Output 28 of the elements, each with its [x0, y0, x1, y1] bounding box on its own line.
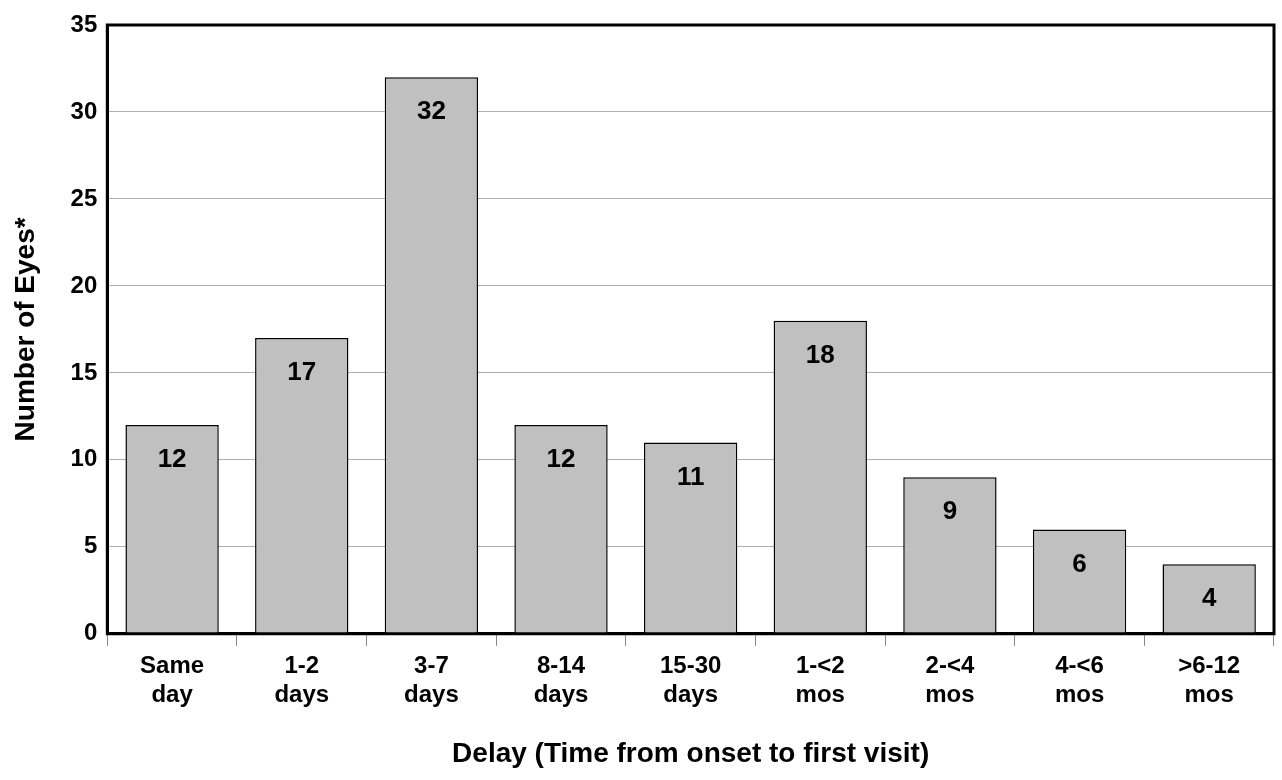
x-tick-label: 15-30 days: [659, 650, 722, 707]
y-tick-label: 15: [70, 357, 98, 385]
y-tick-label: 20: [70, 270, 98, 298]
data-label: 32: [416, 95, 446, 126]
y-tick-label: 30: [70, 96, 98, 124]
x-tick-label: 3-7 days: [404, 650, 459, 707]
data-label: 17: [287, 356, 317, 387]
x-tick-label: 4-<6 mos: [1054, 650, 1105, 707]
data-label: 12: [157, 443, 187, 474]
y-tick-label: 25: [70, 183, 98, 211]
x-tick-label: 1-<2 mos: [795, 650, 845, 707]
y-tick-label: 0: [83, 618, 98, 646]
x-tick-label: 1-2 days: [274, 650, 330, 707]
data-label: 9: [942, 495, 958, 526]
x-tick-label: >6-12 mos: [1178, 650, 1241, 707]
y-tick-label: 10: [70, 444, 98, 472]
y-tick-label: 5: [83, 531, 98, 559]
data-label: 6: [1072, 547, 1087, 578]
data-label: 12: [546, 443, 576, 474]
data-label: 11: [676, 460, 705, 491]
data-label: 18: [805, 338, 835, 369]
x-tick-label: 2-<4 mos: [925, 650, 975, 707]
y-axis-title: Number of Eyes*: [8, 217, 40, 442]
x-axis-title: Delay (Time from onset to first visit): [452, 736, 930, 768]
x-tick-label: 8-14 days: [533, 650, 589, 707]
y-tick-label: 35: [70, 9, 98, 37]
x-tick-label: Same day: [140, 650, 205, 707]
data-label: 4: [1201, 582, 1217, 613]
